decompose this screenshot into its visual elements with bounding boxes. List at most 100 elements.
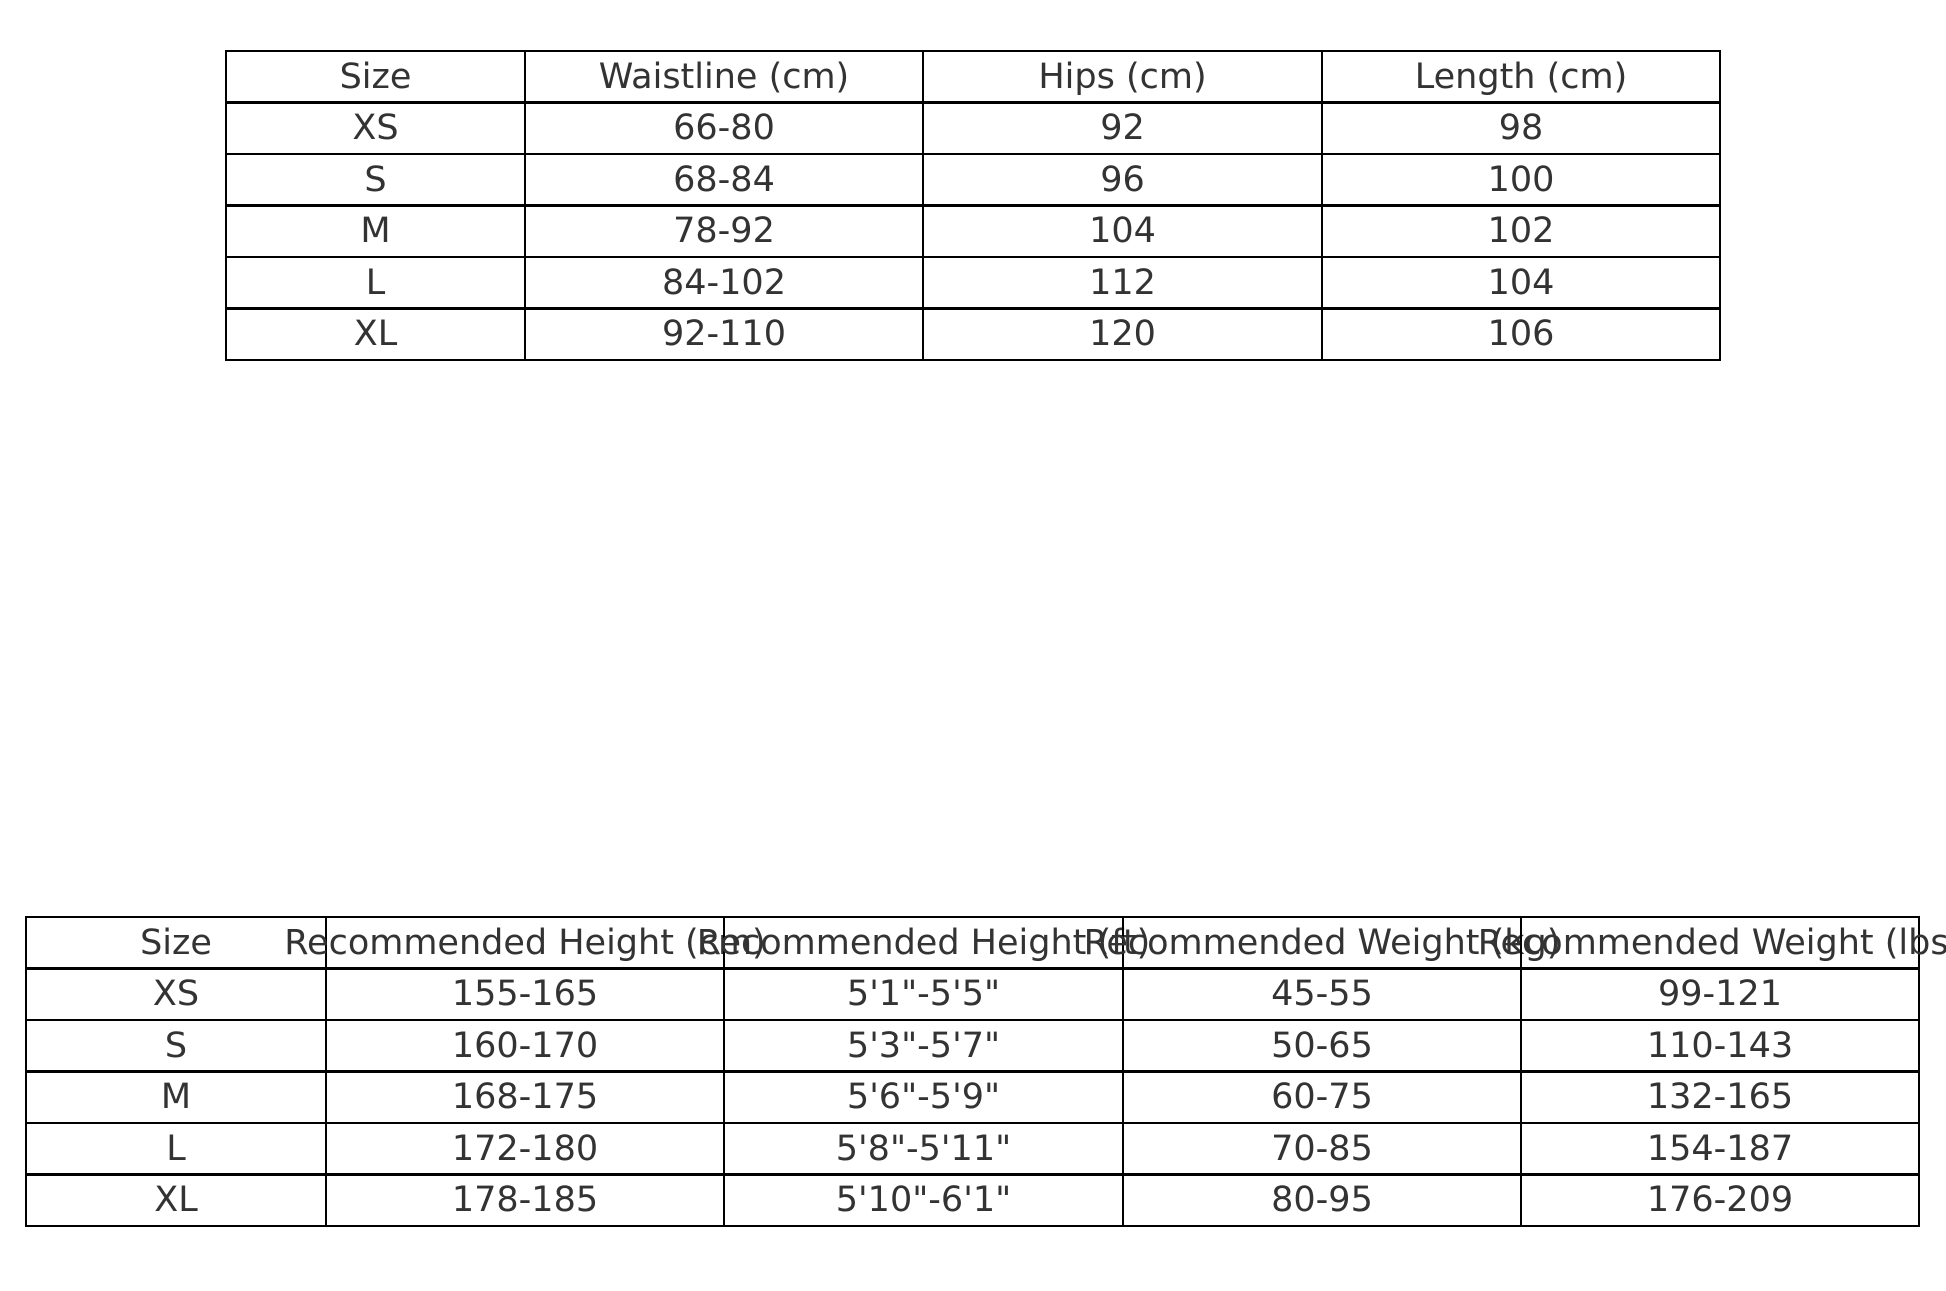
table-cell: 120 (921, 307, 1324, 362)
table-cell: 155-165 (324, 967, 726, 1022)
table-cell: 132-165 (1519, 1070, 1921, 1125)
cell-text: 70-85 (1271, 1128, 1373, 1169)
cell-text: 68-84 (673, 159, 775, 200)
header-cell: Waistline (cm) (523, 49, 925, 104)
cell-text: 106 (1487, 314, 1555, 355)
table-cell: 60-75 (1121, 1070, 1523, 1125)
table-cell: S (224, 152, 527, 207)
measurements-table: Size Waistline (cm) Hips (cm) Length (cm) XS… (224, 49, 1722, 362)
cell-text: 5'1"-5'5" (846, 974, 1001, 1015)
cell-text: 154-187 (1646, 1128, 1794, 1169)
table-row: S 160-170 5'3"-5'7" 50-65 110-143 (24, 1018, 1921, 1073)
table-row: L 84-102 112 104 (224, 255, 1722, 310)
cell-text: 84-102 (662, 262, 786, 303)
table-cell: L (24, 1121, 328, 1176)
table-cell: XL (24, 1173, 328, 1228)
table-cell: 45-55 (1121, 967, 1523, 1022)
table-cell: L (224, 255, 527, 310)
cell-text: 168-175 (451, 1077, 599, 1118)
cell-text: Hips (cm) (1038, 56, 1207, 97)
header-cell: Size (24, 915, 328, 970)
table-cell: 176-209 (1519, 1173, 1921, 1228)
table-row: S 68-84 96 100 (224, 152, 1722, 207)
table-cell: 96 (921, 152, 1324, 207)
cell-text: XL (154, 1180, 198, 1221)
cell-text: 176-209 (1646, 1180, 1794, 1221)
cell-text: M (360, 211, 391, 252)
table-row: XL 92-110 120 106 (224, 307, 1722, 362)
cell-text: Waistline (cm) (598, 56, 850, 97)
table-cell: 5'8"-5'11" (722, 1121, 1125, 1176)
cell-text: 104 (1089, 211, 1156, 252)
cell-text: 160-170 (451, 1025, 599, 1066)
table-cell: 99-121 (1519, 967, 1921, 1022)
cell-text: Recommended Weight (kg) (1083, 922, 1561, 963)
cell-text: 80-95 (1271, 1180, 1373, 1221)
table-cell: 102 (1320, 204, 1722, 259)
cell-text: 178-185 (451, 1180, 599, 1221)
table-cell: 70-85 (1121, 1121, 1523, 1176)
table-cell: 5'10"-6'1" (722, 1173, 1125, 1228)
table-cell: 154-187 (1519, 1121, 1921, 1176)
cell-text: 50-65 (1271, 1025, 1373, 1066)
table-row: XS 155-165 5'1"-5'5" 45-55 99-121 (24, 967, 1921, 1022)
table-cell: 80-95 (1121, 1173, 1523, 1228)
recommendation-table: Size Recommended Height (cm) Recommended H… (24, 915, 1946, 1228)
table-row: L 172-180 5'8"-5'11" 70-85 154-187 (24, 1121, 1921, 1176)
header-cell: Hips (cm) (921, 49, 1324, 104)
header-cell: Recommended Height (ft) (697, 915, 1150, 970)
table-row: M 168-175 5'6"-5'9" 60-75 132-165 (24, 1070, 1921, 1125)
header-cell: Recommended Weight (kg) (1084, 915, 1560, 970)
table-cell: S (24, 1018, 328, 1073)
cell-text: 45-55 (1271, 974, 1373, 1015)
cell-text: 100 (1487, 159, 1555, 200)
table-cell: 112 (921, 255, 1324, 310)
table-cell: 104 (921, 204, 1324, 259)
header-cell: Length (cm) (1320, 49, 1722, 104)
cell-text: 78-92 (673, 211, 775, 252)
table-cell: M (24, 1070, 328, 1125)
cell-text: 5'3"-5'7" (846, 1025, 1001, 1066)
table-cell: 5'6"-5'9" (722, 1070, 1125, 1125)
table-cell: XS (224, 101, 527, 156)
table-cell: 66-80 (523, 101, 925, 156)
table-cell: 172-180 (324, 1121, 726, 1176)
table-cell: XS (24, 967, 328, 1022)
cell-text: 155-165 (451, 974, 599, 1015)
cell-text: S (164, 1025, 188, 1066)
cell-text: 98 (1498, 108, 1544, 149)
cell-text: 66-80 (673, 108, 775, 149)
cell-text: Size (339, 56, 412, 97)
table-cell: 98 (1320, 101, 1722, 156)
table-cell: 50-65 (1121, 1018, 1523, 1073)
cell-text: S (364, 159, 387, 200)
cell-text: 60-75 (1271, 1077, 1373, 1118)
table-row: XL 178-185 5'10"-6'1" 80-95 176-209 (24, 1173, 1921, 1228)
cell-text: 5'10"-6'1" (835, 1180, 1012, 1221)
table-cell: 84-102 (523, 255, 925, 310)
cell-text: Recommended Height (cm) (284, 922, 766, 963)
cell-text: XS (152, 974, 200, 1015)
cell-text: 102 (1487, 211, 1555, 252)
table-cell: XL (224, 307, 527, 362)
table-row: M 78-92 104 102 (224, 204, 1722, 259)
cell-text: M (160, 1077, 192, 1118)
header-cell: Recommended Weight (lbs) (1478, 915, 1946, 970)
table-cell: 5'3"-5'7" (722, 1018, 1125, 1073)
cell-text: 132-165 (1646, 1077, 1794, 1118)
header-cell: Size (224, 49, 527, 104)
table-cell: 168-175 (324, 1070, 726, 1125)
header-row: Size Waistline (cm) Hips (cm) Length (cm) (224, 49, 1722, 104)
cell-text: 96 (1100, 159, 1145, 200)
table-cell: 178-185 (324, 1173, 726, 1228)
cell-text: XS (352, 108, 399, 149)
cell-text: 110-143 (1646, 1025, 1794, 1066)
cell-text: 120 (1089, 314, 1156, 355)
cell-text: 172-180 (451, 1128, 599, 1169)
cell-text: Recommended Weight (lbs) (1477, 922, 1946, 963)
cell-text: L (365, 262, 386, 303)
table-cell: 68-84 (523, 152, 925, 207)
header-row: Size Recommended Height (cm) Recommended H… (24, 915, 1946, 970)
table-cell: 104 (1320, 255, 1722, 310)
cell-text: XL (353, 314, 398, 355)
